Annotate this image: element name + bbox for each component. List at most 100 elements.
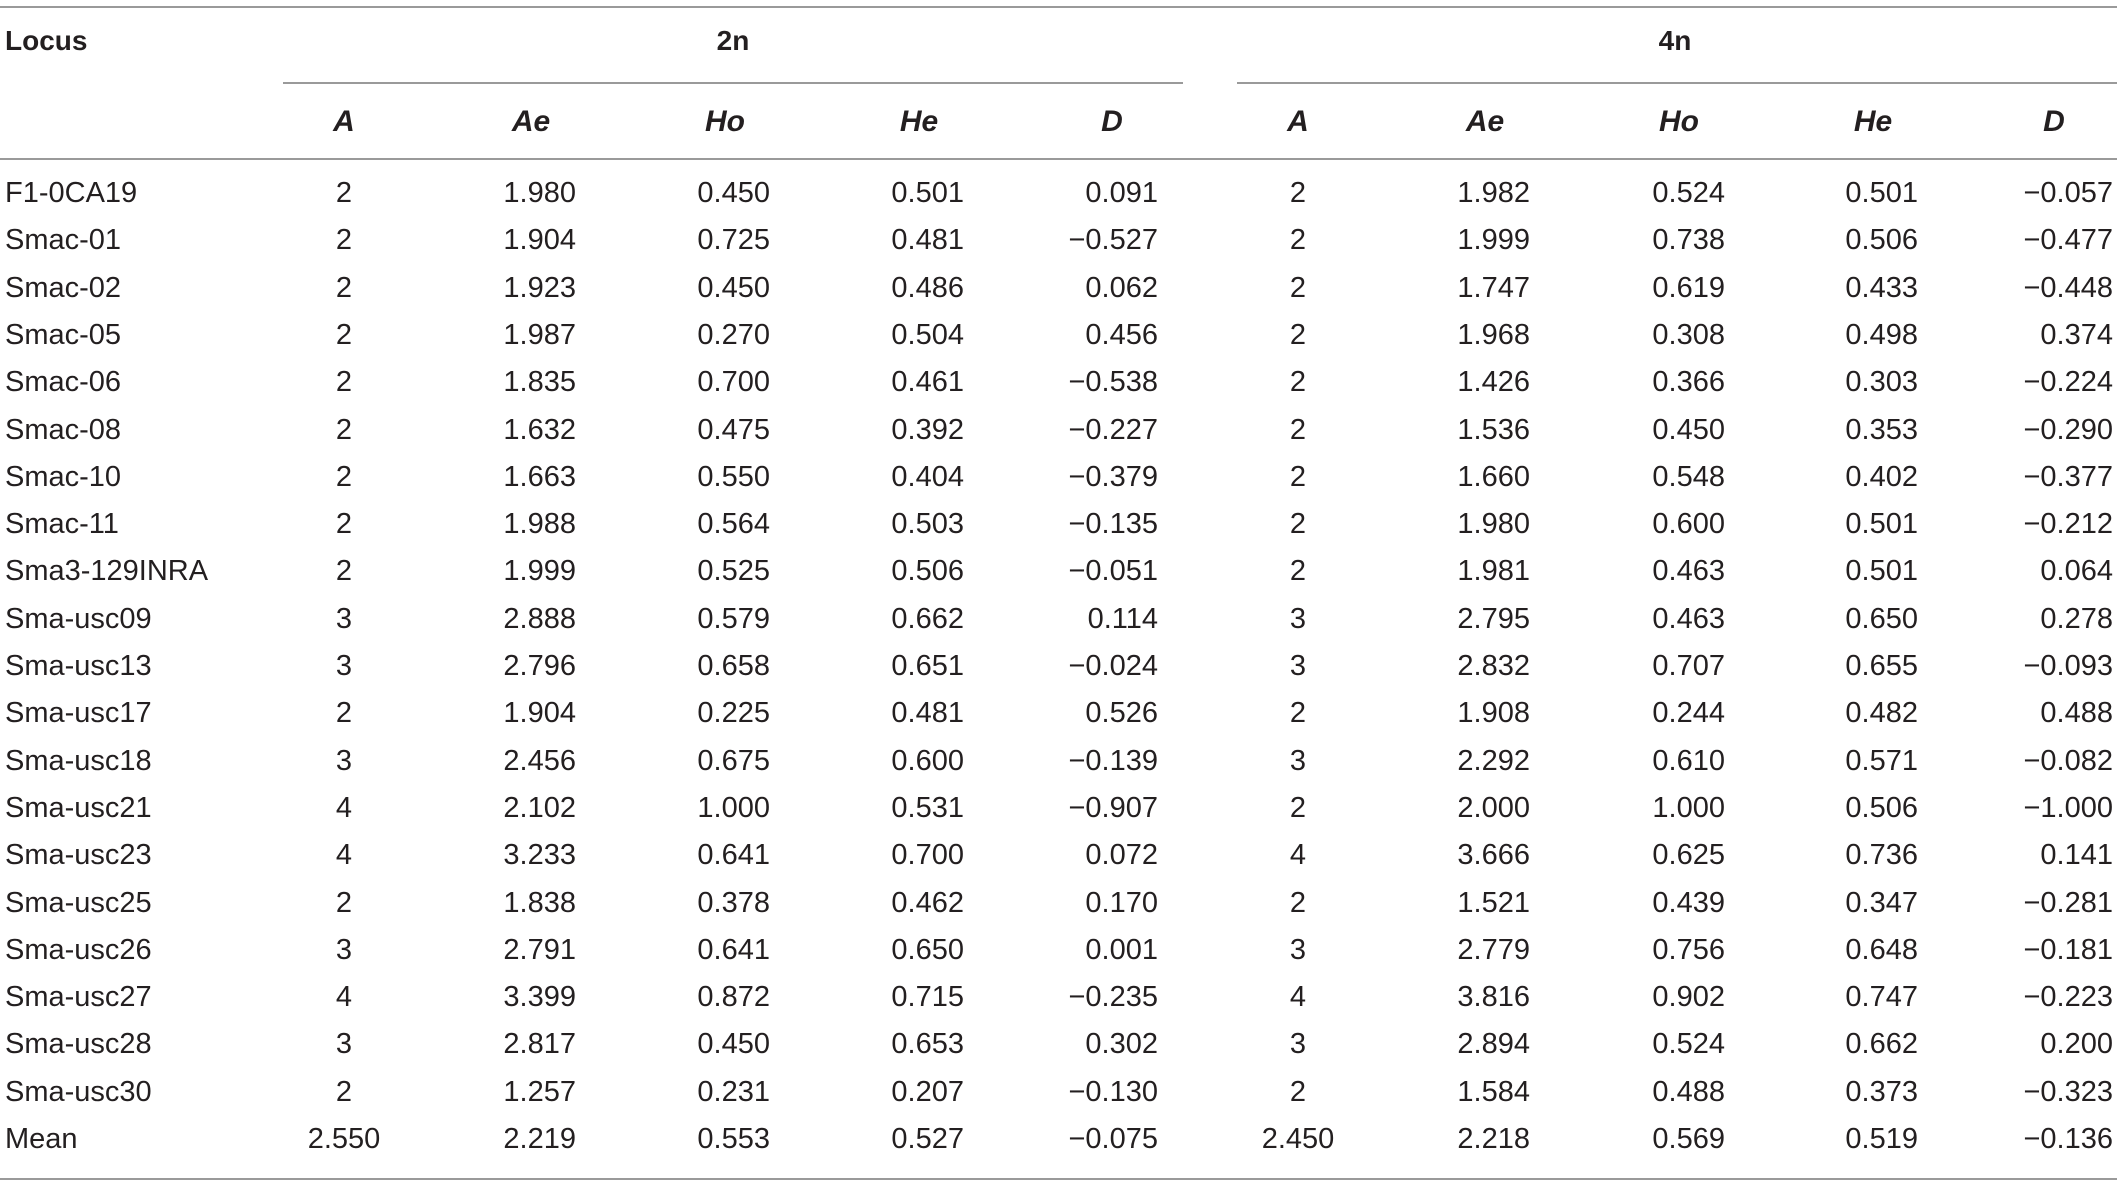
value-cell-2n: 2 bbox=[335, 366, 353, 398]
value-cell-2n: −0.051 bbox=[1068, 555, 1158, 587]
locus-cell: Sma-usc18 bbox=[5, 745, 152, 777]
group-4n-rule bbox=[1237, 82, 2117, 84]
value-cell-4n: 0.524 bbox=[1652, 177, 1725, 209]
value-cell-2n: 0.641 bbox=[697, 934, 770, 966]
value-cell-2n: 3 bbox=[335, 603, 353, 635]
locus-cell: Smac-01 bbox=[5, 224, 122, 256]
value-cell-4n: 0.244 bbox=[1652, 697, 1725, 729]
value-cell-2n: −0.527 bbox=[1068, 224, 1158, 256]
locus-cell: Sma-usc09 bbox=[5, 603, 152, 635]
value-cell-4n: 0.373 bbox=[1845, 1076, 1918, 1108]
subheader-4n-a: A bbox=[1287, 105, 1309, 138]
value-cell-4n: 2.779 bbox=[1457, 934, 1530, 966]
value-cell-2n: 0.225 bbox=[697, 697, 770, 729]
value-cell-2n: 0.600 bbox=[891, 745, 964, 777]
value-cell-4n: 3 bbox=[1289, 650, 1307, 682]
value-cell-4n: 0.625 bbox=[1652, 839, 1725, 871]
header-bottom-rule bbox=[0, 158, 2117, 160]
value-cell-2n: 1.000 bbox=[697, 792, 770, 824]
value-cell-4n: 0.501 bbox=[1845, 555, 1918, 587]
value-cell-2n: 1.632 bbox=[503, 414, 576, 446]
locus-cell: Sma-usc27 bbox=[5, 981, 152, 1013]
value-cell-4n: 0.200 bbox=[2040, 1028, 2113, 1060]
value-cell-4n: 2 bbox=[1289, 887, 1307, 919]
locus-cell: Mean bbox=[5, 1123, 78, 1155]
value-cell-4n: 1.426 bbox=[1457, 366, 1530, 398]
value-cell-2n: 0.553 bbox=[697, 1123, 770, 1155]
value-cell-4n: 1.000 bbox=[1652, 792, 1725, 824]
value-cell-4n: 1.747 bbox=[1457, 272, 1530, 304]
value-cell-2n: 1.988 bbox=[503, 508, 576, 540]
value-cell-2n: 0.378 bbox=[697, 887, 770, 919]
value-cell-4n: 3.816 bbox=[1457, 981, 1530, 1013]
value-cell-4n: 0.662 bbox=[1845, 1028, 1918, 1060]
value-cell-2n: 1.257 bbox=[503, 1076, 576, 1108]
value-cell-2n: 0.270 bbox=[697, 319, 770, 351]
value-cell-4n: 0.655 bbox=[1845, 650, 1918, 682]
value-cell-4n: 2.292 bbox=[1457, 745, 1530, 777]
value-cell-4n: −0.223 bbox=[2023, 981, 2113, 1013]
value-cell-2n: 2 bbox=[335, 272, 353, 304]
value-cell-2n: 2.888 bbox=[503, 603, 576, 635]
value-cell-4n: 0.548 bbox=[1652, 461, 1725, 493]
value-cell-2n: 0.404 bbox=[891, 461, 964, 493]
value-cell-2n: 1.835 bbox=[503, 366, 576, 398]
value-cell-4n: 0.738 bbox=[1652, 224, 1725, 256]
value-cell-2n: 0.170 bbox=[1085, 887, 1158, 919]
locus-cell: Sma-usc26 bbox=[5, 934, 152, 966]
subheader-2n-a: A bbox=[333, 105, 355, 138]
value-cell-4n: −0.082 bbox=[2023, 745, 2113, 777]
value-cell-4n: 1.908 bbox=[1457, 697, 1530, 729]
value-cell-4n: 2.450 bbox=[1261, 1123, 1335, 1155]
value-cell-2n: 0.392 bbox=[891, 414, 964, 446]
subheader-2n-ho: Ho bbox=[705, 105, 745, 138]
value-cell-2n: 0.662 bbox=[891, 603, 964, 635]
value-cell-4n: 1.980 bbox=[1457, 508, 1530, 540]
group-header-2n: 2n bbox=[716, 25, 750, 56]
value-cell-2n: 0.526 bbox=[1085, 697, 1158, 729]
value-cell-2n: 0.456 bbox=[1085, 319, 1158, 351]
value-cell-2n: 3 bbox=[335, 650, 353, 682]
value-cell-4n: 2 bbox=[1289, 697, 1307, 729]
locus-cell: Smac-08 bbox=[5, 414, 122, 446]
value-cell-2n: 0.062 bbox=[1085, 272, 1158, 304]
value-cell-4n: 2 bbox=[1289, 224, 1307, 256]
value-cell-4n: −0.477 bbox=[2023, 224, 2113, 256]
value-cell-2n: 1.999 bbox=[503, 555, 576, 587]
value-cell-4n: 0.402 bbox=[1845, 461, 1918, 493]
value-cell-4n: 0.064 bbox=[2040, 555, 2113, 587]
value-cell-2n: −0.379 bbox=[1068, 461, 1158, 493]
value-cell-2n: 0.504 bbox=[891, 319, 964, 351]
value-cell-2n: −0.227 bbox=[1068, 414, 1158, 446]
value-cell-2n: 2.456 bbox=[503, 745, 576, 777]
locus-cell: Smac-05 bbox=[5, 319, 122, 351]
value-cell-4n: 1.536 bbox=[1457, 414, 1530, 446]
value-cell-4n: −1.000 bbox=[2023, 792, 2113, 824]
value-cell-2n: 0.658 bbox=[697, 650, 770, 682]
value-cell-4n: 3 bbox=[1289, 934, 1307, 966]
value-cell-4n: 2.832 bbox=[1457, 650, 1530, 682]
value-cell-4n: 1.982 bbox=[1457, 177, 1530, 209]
value-cell-2n: 0.072 bbox=[1085, 839, 1158, 871]
value-cell-4n: 0.353 bbox=[1845, 414, 1918, 446]
top-rule bbox=[0, 6, 2117, 8]
value-cell-4n: 0.498 bbox=[1845, 319, 1918, 351]
value-cell-4n: 0.506 bbox=[1845, 224, 1918, 256]
value-cell-4n: 0.736 bbox=[1845, 839, 1918, 871]
value-cell-2n: 2 bbox=[335, 319, 353, 351]
value-cell-4n: 2.795 bbox=[1457, 603, 1530, 635]
value-cell-4n: 0.347 bbox=[1845, 887, 1918, 919]
value-cell-4n: 3 bbox=[1289, 1028, 1307, 1060]
value-cell-2n: 0.506 bbox=[891, 555, 964, 587]
subheader-2n-d: D bbox=[1101, 105, 1123, 138]
value-cell-4n: −0.136 bbox=[2023, 1123, 2113, 1155]
value-cell-2n: 0.650 bbox=[891, 934, 964, 966]
locus-cell: Sma-usc23 bbox=[5, 839, 152, 871]
value-cell-2n: 0.527 bbox=[891, 1123, 964, 1155]
value-cell-2n: 2 bbox=[335, 555, 353, 587]
value-cell-4n: 1.521 bbox=[1457, 887, 1530, 919]
value-cell-2n: 2 bbox=[335, 887, 353, 919]
value-cell-4n: 2 bbox=[1289, 1076, 1307, 1108]
value-cell-4n: 0.902 bbox=[1652, 981, 1725, 1013]
value-cell-4n: 0.501 bbox=[1845, 177, 1918, 209]
